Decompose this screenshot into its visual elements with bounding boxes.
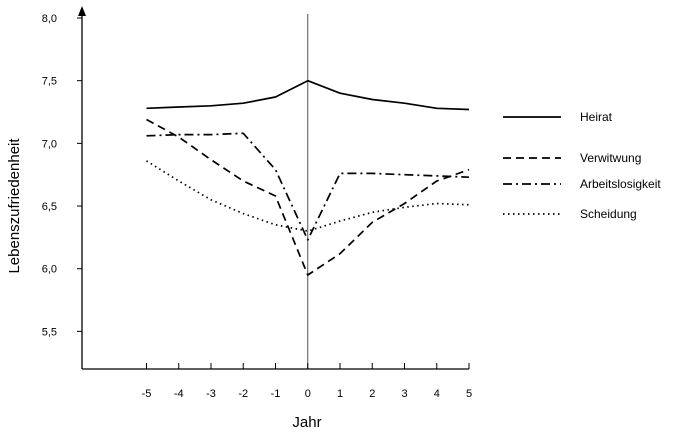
y-axis-title: Lebenszufriedenheit — [6, 138, 23, 274]
x-tick-label: -1 — [271, 388, 281, 400]
y-tick-label: 5,5 — [42, 326, 57, 338]
series-line-arbeitslosigkeit — [146, 132, 470, 241]
x-axis-ticks: -5 -4 -3 -2 -1 0 1 2 3 4 5 — [142, 363, 472, 400]
y-tick-label: 7,0 — [42, 138, 57, 150]
legend-label-scheidung: Scheidung — [580, 207, 637, 221]
x-tick-label: -5 — [142, 388, 152, 400]
x-tick-label: 2 — [369, 388, 375, 400]
axes — [78, 6, 470, 370]
y-tick-label: 6,5 — [42, 201, 57, 213]
y-tick-label: 6,0 — [42, 264, 57, 276]
x-tick-label: 5 — [466, 388, 472, 400]
x-tick-label: -3 — [206, 388, 216, 400]
legend-label-arbeitslosigkeit: Arbeitslosigkeit — [580, 177, 661, 191]
y-axis-arrow — [78, 6, 86, 16]
legend-label-verwitwung: Verwitwung — [580, 151, 641, 165]
y-tick-label: 8,0 — [42, 13, 57, 25]
x-tick-label: 0 — [305, 388, 311, 400]
x-tick-label: 3 — [401, 388, 407, 400]
series-line-verwitwung — [146, 118, 470, 276]
legend-label-heirat: Heirat — [580, 110, 613, 124]
series-line-heirat — [146, 79, 470, 111]
x-axis-title: Jahr — [292, 414, 321, 431]
legend: Heirat Verwitwung Arbeitslosigkeit Scheidun… — [503, 110, 661, 221]
x-tick-label: 1 — [337, 388, 343, 400]
x-tick-label: -4 — [174, 388, 184, 400]
x-tick-label: 4 — [434, 388, 440, 400]
series-lines — [146, 79, 470, 276]
x-tick-label: -2 — [238, 388, 248, 400]
y-tick-label: 7,5 — [42, 76, 57, 88]
y-axis-ticks: 5,5 6,0 6,5 7,0 7,5 8,0 — [42, 13, 82, 338]
